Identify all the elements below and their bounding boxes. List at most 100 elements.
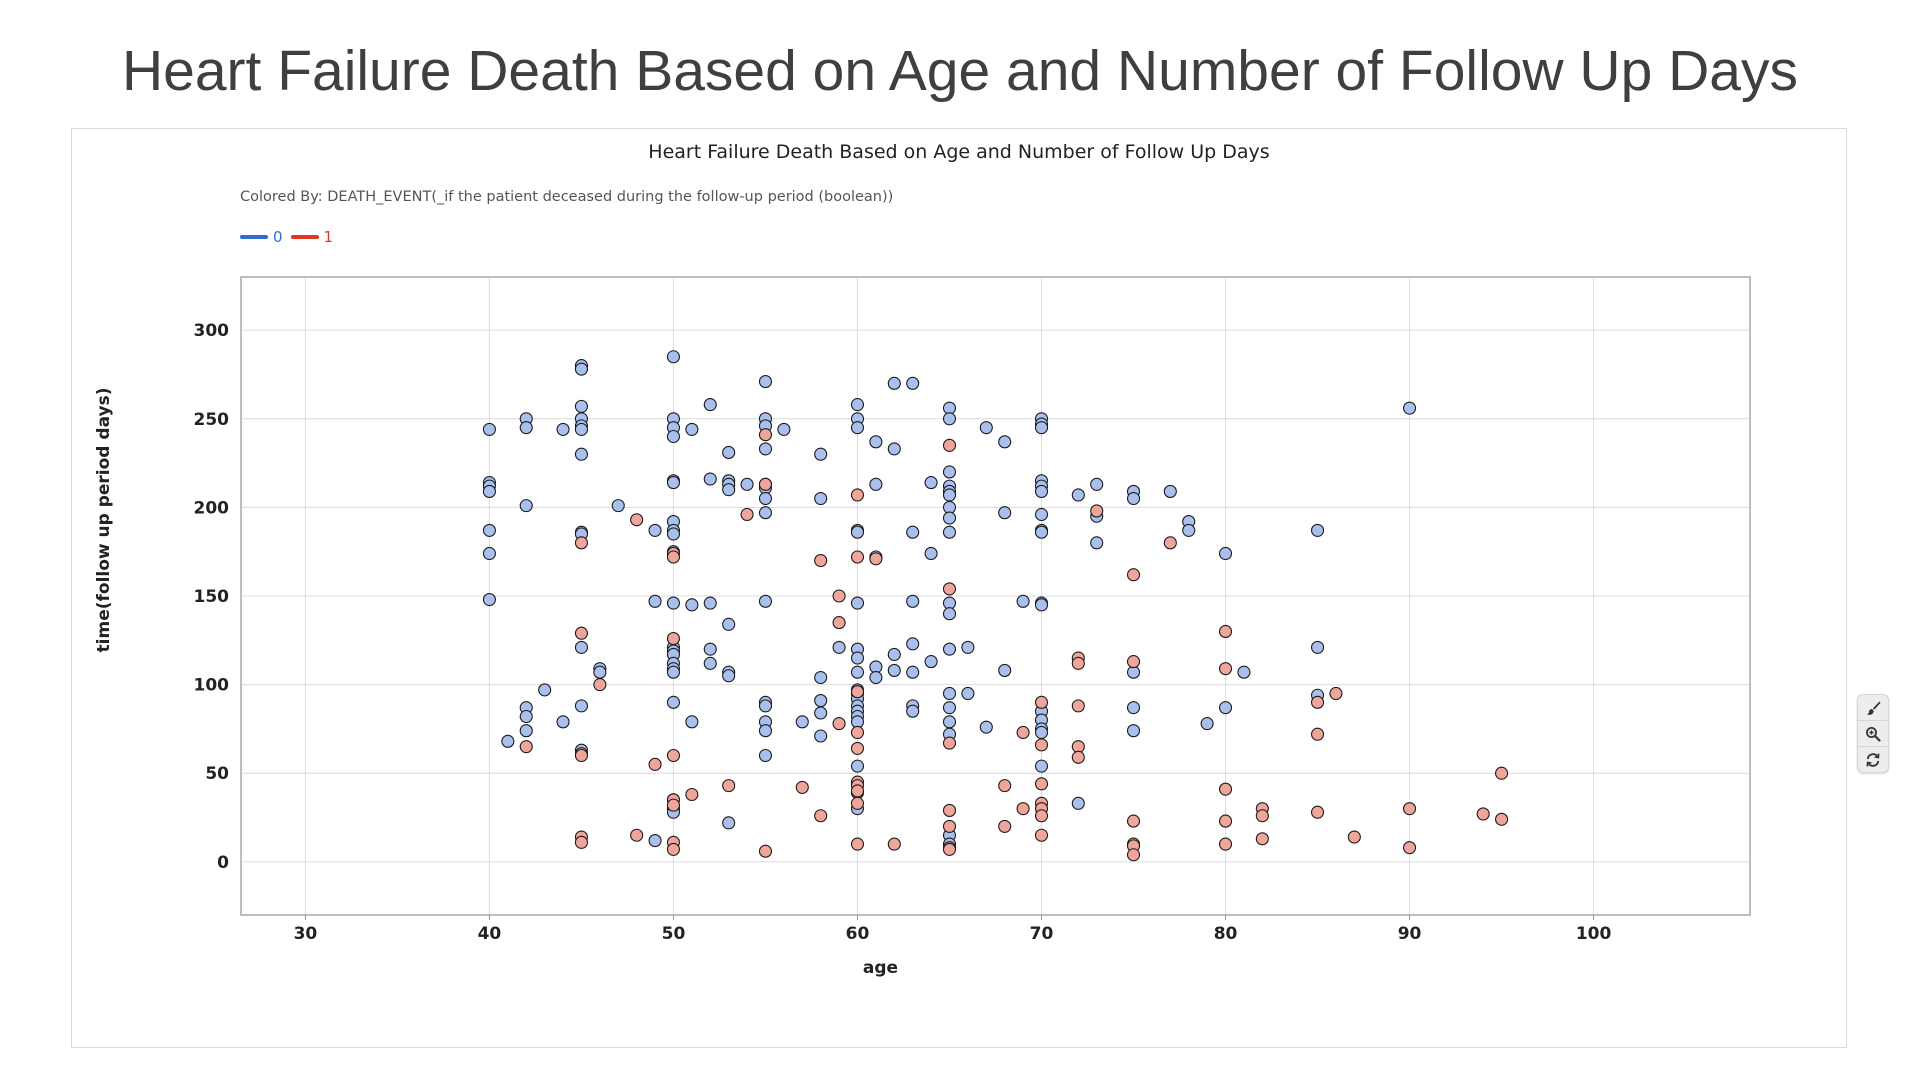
data-point-series-1 [1034,809,1049,823]
data-point-series-1 [1163,536,1177,550]
data-point-series-0 [869,477,883,491]
data-point-series-0 [942,412,957,426]
chart-toolbar [1857,694,1889,773]
data-point-series-0 [942,511,957,525]
data-point-series-0 [703,656,717,670]
data-point-series-1 [887,837,901,851]
data-point-series-1 [1403,841,1417,855]
data-point-series-0 [850,596,865,610]
data-point-series-0 [924,655,938,669]
data-point-series-1 [1071,699,1085,713]
series-1 [519,428,1509,862]
data-point-series-1 [630,828,644,842]
x-axis-label: age [863,958,898,978]
grid-lines [241,277,1750,915]
data-point-series-0 [961,640,975,654]
data-point-series-0 [850,421,865,435]
data-point-series-0 [1034,759,1049,773]
data-point-series-0 [758,699,773,713]
data-point-series-1 [1034,695,1049,709]
data-point-series-1 [1310,805,1325,819]
data-point-series-0 [501,734,515,748]
data-point-series-0 [1126,491,1141,506]
data-point-series-0 [832,640,846,654]
data-point-series-0 [1237,665,1251,679]
data-point-series-0 [924,546,938,561]
data-point-series-1 [574,626,588,640]
data-point-series-1 [722,779,736,793]
data-point-series-0 [1034,507,1049,522]
data-point-series-1 [630,513,644,527]
x-tick-label: 40 [478,924,502,944]
data-point-series-0 [850,651,865,665]
data-point-series-0 [758,506,773,520]
data-point-series-1 [1347,830,1361,844]
data-point-series-0 [1071,796,1085,810]
legend-item-1[interactable]: 1 [290,228,333,246]
legend-swatch-1 [290,235,319,239]
data-point-series-0 [519,724,533,738]
reset-tool-button[interactable] [1858,746,1888,772]
data-point-series-0 [1034,598,1049,612]
data-point-series-1 [758,844,773,858]
data-point-series-0 [942,488,957,502]
data-point-series-0 [482,546,496,561]
data-point-series-1 [942,582,957,596]
data-point-series-0 [887,663,901,677]
data-point-series-0 [703,596,717,610]
data-point-series-0 [1090,536,1104,550]
data-point-series-0 [942,715,957,729]
data-point-series-0 [942,465,957,479]
data-point-series-0 [979,720,993,734]
data-point-series-0 [924,476,938,490]
data-point-series-1 [1218,782,1233,796]
data-point-series-0 [850,665,865,679]
data-point-series-0 [961,686,975,701]
data-point-series-0 [1126,701,1141,715]
data-point-series-0 [942,686,957,701]
x-tick-label: 30 [294,924,318,944]
data-point-series-0 [611,499,625,513]
data-point-series-0 [887,376,901,390]
x-tick-label: 60 [846,924,870,944]
data-point-series-0 [685,598,699,612]
data-point-series-0 [1163,484,1177,498]
data-point-series-0 [1034,484,1049,498]
data-point-series-0 [850,759,865,773]
data-point-series-0 [703,398,717,412]
data-point-series-1 [1255,832,1269,846]
data-point-series-0 [906,594,920,608]
data-point-series-1 [685,787,699,802]
data-point-series-1 [850,550,865,564]
data-point-series-1 [1255,809,1269,823]
data-point-series-0 [574,399,588,413]
data-point-series-1 [850,488,865,502]
data-point-series-1 [1476,807,1490,821]
brush-tool-button[interactable] [1858,695,1888,720]
data-point-series-1 [1071,750,1085,764]
data-point-series-0 [777,422,791,436]
scatter-plot: 30 40 50 60 70 80 90 100 0 50 100 150 200 250 300 age… [94,276,1751,978]
chart-panel: Heart Failure Death Based on Age and Num… [71,128,1889,1048]
zoom-tool-button[interactable] [1858,720,1888,746]
data-point-series-1 [1495,766,1509,780]
data-point-series-0 [795,715,809,729]
refresh-icon [1866,752,1880,767]
data-point-series-0 [1218,701,1233,715]
data-point-series-1 [942,438,957,452]
data-point-series-0 [574,422,588,436]
data-point-series-0 [648,594,662,608]
data-point-series-0 [666,665,681,679]
data-point-series-0 [1071,488,1085,502]
data-point-series-0 [538,683,552,697]
data-point-series-0 [740,477,754,491]
data-point-series-0 [482,422,496,436]
data-point-series-0 [574,447,588,461]
y-tick-label: 200 [194,498,230,518]
data-point-series-1 [666,631,681,646]
data-point-series-1 [998,779,1012,793]
data-point-series-0 [1403,401,1417,415]
data-point-series-1 [1329,686,1343,701]
legend-item-0[interactable]: 0 [240,228,283,246]
data-point-series-1 [850,796,865,810]
